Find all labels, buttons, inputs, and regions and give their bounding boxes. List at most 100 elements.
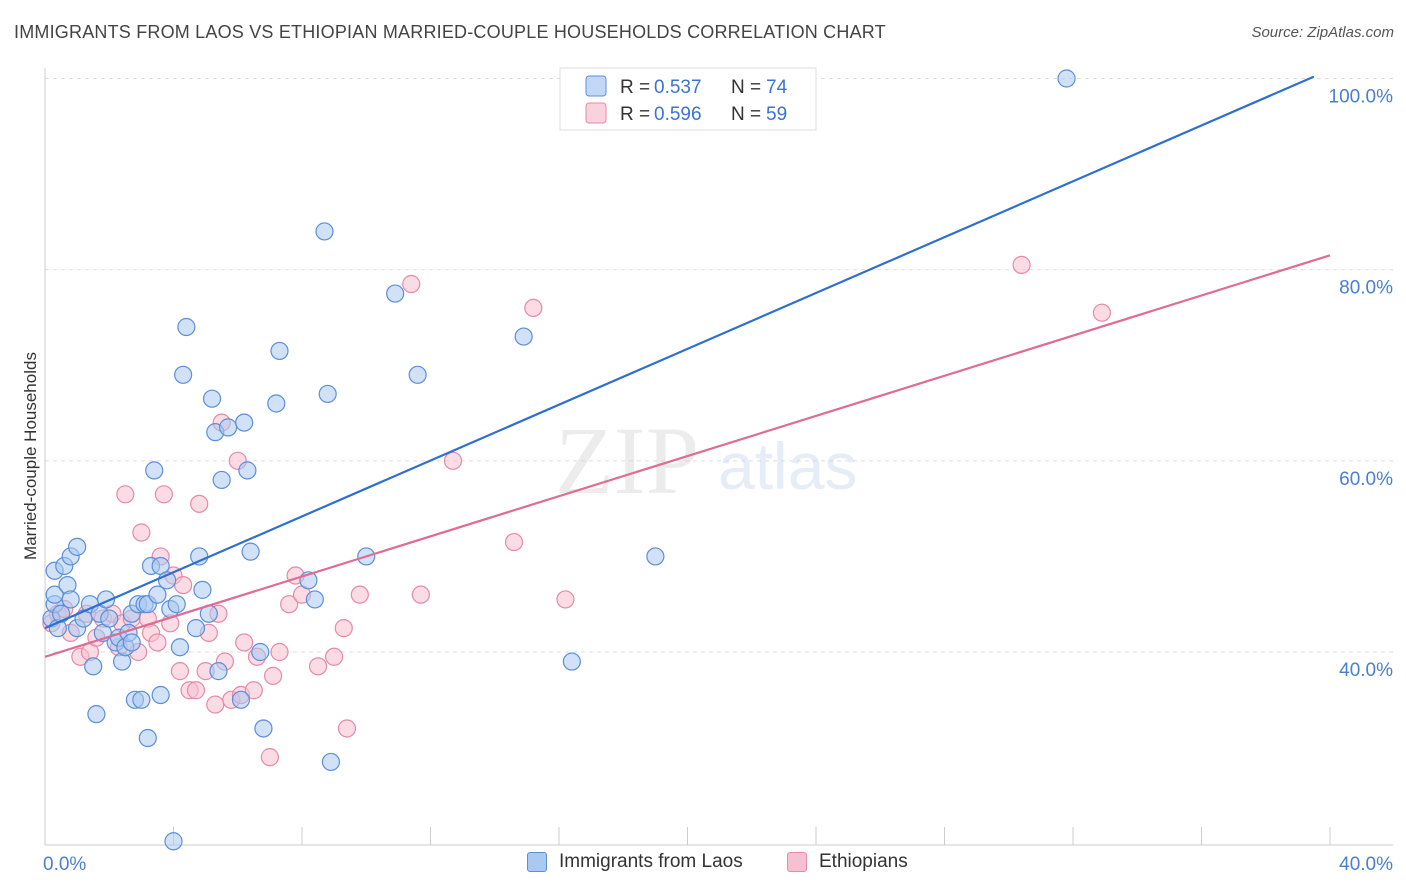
laos-point <box>238 461 257 480</box>
legend-item-laos[interactable]: Immigrants from Laos <box>527 851 743 873</box>
laos-point <box>562 652 581 671</box>
laos-point <box>148 585 167 604</box>
legend-r-value-ethiopians: 0.596 <box>654 104 702 125</box>
y-tick-label: 100.0% <box>1329 87 1394 108</box>
ethiopians-trend-line <box>44 254 1331 658</box>
ethiopians-point <box>170 662 190 681</box>
ethiopians-point <box>411 585 430 604</box>
watermark: ZIP atlas <box>555 407 857 514</box>
ethiopians-point <box>325 647 344 666</box>
ethiopians-point <box>280 595 299 614</box>
ethiopians-point <box>308 657 328 676</box>
laos-point <box>241 542 260 561</box>
legend-label-laos: Immigrants from Laos <box>559 851 743 872</box>
stats-legend: R = 0.537 N = 74 R = 0.596 N = 59 <box>559 67 817 131</box>
chart-title: IMMIGRANTS FROM LAOS VS ETHIOPIAN MARRIE… <box>14 22 886 42</box>
y-tick-label: 60.0% <box>1339 469 1393 490</box>
laos-point <box>251 642 270 662</box>
tick-labels: 40.0% 60.0% 80.0% 100.0% 0.0% 40.0% <box>43 87 1393 876</box>
ethiopians-point <box>337 719 357 738</box>
trend-lines <box>44 75 1331 658</box>
ethiopians-point <box>270 642 289 662</box>
laos-point <box>186 619 206 638</box>
ethiopians-point <box>154 485 173 504</box>
laos-point <box>100 609 119 628</box>
legend-swatch-laos <box>527 852 547 872</box>
ethiopians-point <box>524 298 543 317</box>
legend-n-value-ethiopians: 59 <box>766 104 787 125</box>
legend-label-ethiopians: Ethiopians <box>819 851 908 872</box>
ethiopians-point <box>334 619 353 638</box>
laos-point <box>145 461 164 480</box>
laos-point <box>254 719 273 738</box>
laos-point <box>1057 69 1076 88</box>
legend-r-label-ethiopians: R = <box>620 104 650 125</box>
laos-point <box>170 638 190 657</box>
laos-point <box>231 690 251 709</box>
laos-point <box>514 327 533 346</box>
laos-point <box>202 389 222 408</box>
laos-point <box>321 752 341 772</box>
laos-point <box>84 657 103 676</box>
laos-point <box>138 728 157 748</box>
ethiopians-point <box>260 748 279 767</box>
legend-swatch-ethiopians <box>585 102 607 124</box>
ethiopians-point <box>190 494 209 513</box>
laos-point <box>270 341 289 361</box>
laos-point <box>212 470 231 490</box>
ethiopians-point <box>556 590 575 609</box>
ethiopians-point <box>443 451 463 470</box>
y-tick-label: 40.0% <box>1339 660 1393 681</box>
laos-point <box>122 633 141 652</box>
gridlines <box>45 78 1393 653</box>
laos-point <box>305 590 324 609</box>
legend-swatch-ethiopians <box>787 852 807 872</box>
x-tick-label: 0.0% <box>43 854 86 875</box>
ethiopians-point <box>174 575 193 595</box>
laos-point <box>646 547 665 566</box>
ethiopians-point <box>186 681 206 700</box>
laos-point <box>87 705 106 724</box>
laos-point <box>190 547 209 566</box>
ethiopians-point <box>235 633 254 652</box>
laos-point <box>193 580 212 599</box>
legend-n-label-ethiopians: N = <box>731 104 761 125</box>
series-laos-points <box>42 69 1076 851</box>
ethiopians-point <box>116 485 135 504</box>
laos-point <box>164 832 183 851</box>
laos-point <box>219 418 238 437</box>
ethiopians-point <box>148 633 167 652</box>
ethiopians-point <box>402 274 421 294</box>
laos-point <box>132 690 151 709</box>
watermark-zip: ZIP <box>555 407 699 514</box>
y-tick-label: 80.0% <box>1339 278 1393 299</box>
laos-point <box>386 284 405 303</box>
series-legend: Immigrants from Laos Ethiopians <box>0 851 1406 879</box>
legend-r-label-laos: R = <box>620 77 650 98</box>
ethiopians-point <box>1092 303 1112 322</box>
legend-n-label-laos: N = <box>731 77 761 98</box>
ethiopians-point <box>504 532 524 552</box>
laos-trend-line <box>44 75 1315 630</box>
laos-point <box>167 595 186 614</box>
laos-point <box>61 590 80 609</box>
ethiopians-point <box>244 681 263 700</box>
laos-point <box>177 317 196 337</box>
laos-point <box>267 394 286 413</box>
laos-point <box>174 365 193 384</box>
ethiopians-point <box>206 695 225 714</box>
legend-r-value-laos: 0.537 <box>654 77 702 98</box>
y-axis-label: Married-couple Households <box>21 352 40 560</box>
laos-point <box>318 384 337 404</box>
ethiopians-point <box>350 585 369 604</box>
ethiopians-point <box>263 666 283 685</box>
laos-point <box>235 413 254 432</box>
axes <box>44 68 1393 846</box>
legend-swatch-laos <box>585 75 607 97</box>
laos-point <box>315 222 334 241</box>
legend-n-value-laos: 74 <box>766 77 788 98</box>
laos-point <box>151 685 170 705</box>
legend-item-ethiopians[interactable]: Ethiopians <box>787 851 908 873</box>
laos-point <box>68 537 87 556</box>
